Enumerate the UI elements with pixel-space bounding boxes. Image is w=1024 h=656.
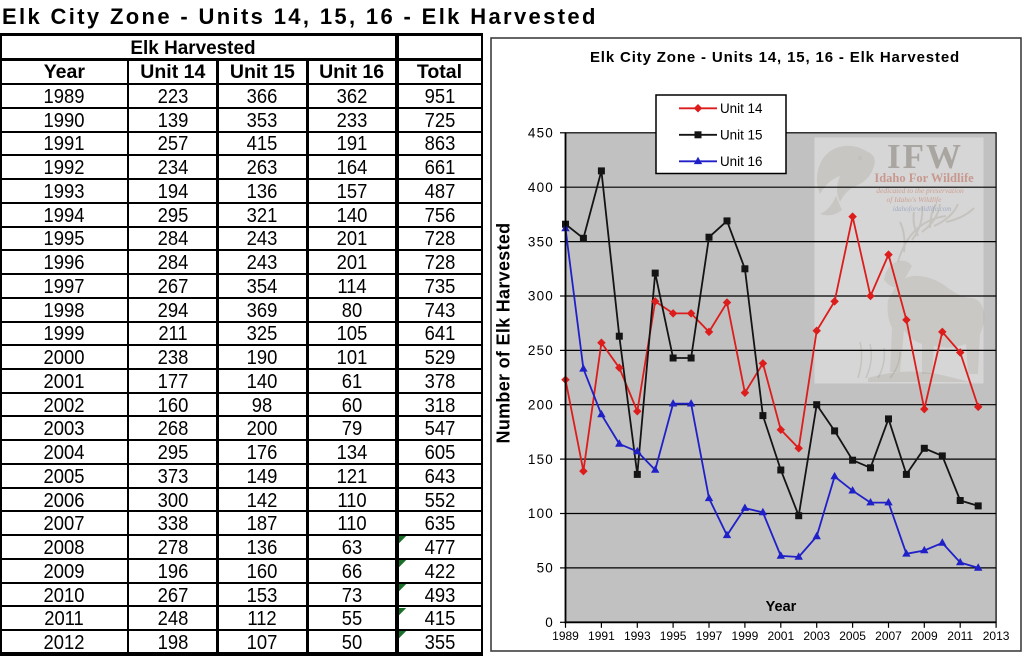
- svg-text:200: 200: [528, 397, 554, 412]
- svg-text:300: 300: [528, 289, 554, 304]
- svg-text:Unit 15: Unit 15: [720, 127, 762, 142]
- svg-text:of Idaho's Wildlife: of Idaho's Wildlife: [887, 195, 943, 204]
- svg-text:2011: 2011: [947, 629, 973, 643]
- svg-text:2005: 2005: [839, 629, 866, 643]
- svg-text:1989: 1989: [552, 629, 579, 643]
- svg-text:2007: 2007: [875, 629, 902, 643]
- svg-text:1999: 1999: [732, 629, 759, 643]
- svg-text:Unit 14: Unit 14: [720, 101, 763, 116]
- svg-text:450: 450: [528, 126, 554, 141]
- svg-text:2001: 2001: [767, 629, 794, 643]
- svg-text:50: 50: [537, 561, 554, 576]
- svg-text:100: 100: [528, 506, 554, 521]
- svg-text:1997: 1997: [696, 629, 723, 643]
- svg-text:idahoforwildlife.com: idahoforwildlife.com: [893, 205, 952, 213]
- svg-text:250: 250: [528, 343, 554, 358]
- svg-text:dedicated to the preservation: dedicated to the preservation: [876, 186, 964, 195]
- svg-text:350: 350: [528, 234, 554, 249]
- svg-text:Number of Elk Harvested: Number of Elk Harvested: [494, 223, 514, 444]
- svg-text:Unit 16: Unit 16: [720, 154, 762, 169]
- svg-text:1995: 1995: [660, 629, 687, 643]
- svg-text:Year: Year: [766, 599, 797, 615]
- svg-text:Elk City Zone - Units 14, 15: Elk City Zone - Units 14, 15, 16 - Elk H…: [590, 49, 960, 66]
- svg-text:IFW: IFW: [887, 137, 963, 176]
- svg-text:2003: 2003: [803, 629, 830, 643]
- svg-text:150: 150: [528, 452, 554, 467]
- svg-text:400: 400: [528, 180, 554, 195]
- svg-text:1991: 1991: [588, 629, 615, 643]
- svg-text:0: 0: [545, 615, 554, 630]
- svg-text:Idaho For Wildlife: Idaho For Wildlife: [874, 171, 974, 185]
- svg-text:2013: 2013: [983, 629, 1010, 643]
- svg-text:2009: 2009: [911, 629, 938, 643]
- svg-text:1993: 1993: [624, 629, 651, 643]
